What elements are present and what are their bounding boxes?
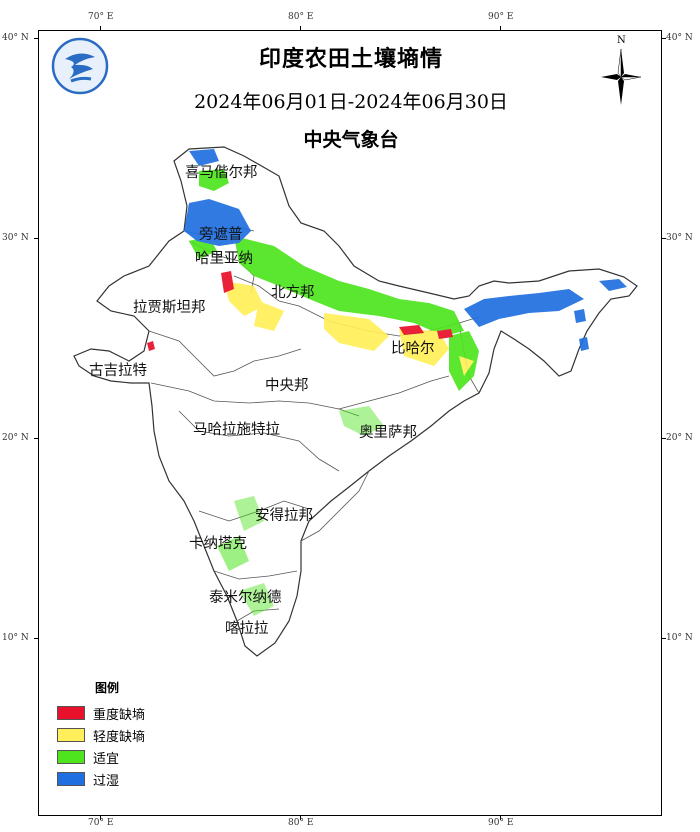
- legend-label: 重度缺墒: [93, 707, 146, 723]
- india-outline: [73, 146, 638, 657]
- axis-label-right: 40° N: [666, 33, 693, 43]
- date-range: 2024年06月01日-2024年06月30日: [194, 91, 508, 113]
- axis-label-left: 40° N: [2, 33, 29, 43]
- north-label: N: [617, 35, 626, 46]
- legend-swatch: [57, 706, 85, 720]
- tick-mark: [661, 438, 666, 439]
- tick-mark: [500, 815, 501, 820]
- tick-mark: [100, 26, 101, 31]
- axis-label-bottom: 90° E: [488, 818, 514, 828]
- axis-label-top: 80° E: [288, 12, 314, 22]
- legend-swatch: [57, 728, 85, 742]
- legend-swatch: [57, 772, 85, 786]
- axis-label-right: 10° N: [666, 633, 693, 643]
- axis-label-left: 30° N: [2, 233, 29, 243]
- axis-label-bottom: 70° E: [88, 818, 114, 828]
- tick-mark: [34, 638, 39, 639]
- tick-mark: [100, 815, 101, 820]
- axis-label-top: 90° E: [488, 12, 514, 22]
- legend-item-suitable: 适宜: [57, 746, 145, 768]
- legend-item-severe-deficit: 重度缺墒: [57, 702, 145, 724]
- legend-swatch: [57, 750, 85, 764]
- legend: 图例 重度缺墒 轻度缺墒 适宜 过湿: [57, 679, 145, 790]
- region-label-tamil-nadu: 泰米尔纳德: [209, 590, 282, 606]
- axis-label-bottom: 80° E: [288, 818, 314, 828]
- moisture-patches: [147, 149, 627, 616]
- agency-name: 中央气象台: [303, 129, 399, 151]
- compass-icon: [601, 48, 642, 105]
- map-title: 印度农田土壤墒情: [258, 47, 443, 72]
- region-label-punjab: 旁遮普: [199, 227, 243, 243]
- tick-mark: [661, 638, 666, 639]
- axis-label-right: 20° N: [666, 433, 693, 443]
- map-frame: N 印度农田土壤墒情 2024年06月01日-2024年06月30日 中央气象台…: [38, 30, 662, 816]
- cma-logo-icon: [51, 37, 109, 95]
- region-label-haryana: 哈里亚纳: [195, 251, 253, 267]
- region-label-bihar: 比哈尔: [391, 341, 435, 357]
- axis-label-top: 70° E: [88, 12, 114, 22]
- region-label-uttar-pradesh: 北方邦: [271, 285, 315, 301]
- legend-title: 图例: [95, 681, 120, 695]
- legend-label: 适宜: [93, 751, 120, 767]
- region-label-andhra-pradesh: 安得拉邦: [255, 508, 313, 524]
- legend-item-too-wet: 过湿: [57, 768, 145, 790]
- tick-mark: [661, 38, 666, 39]
- region-label-karnataka: 卡纳塔克: [189, 536, 247, 552]
- tick-mark: [34, 438, 39, 439]
- legend-item-mild-deficit: 轻度缺墒: [57, 724, 145, 746]
- legend-label: 过湿: [93, 773, 120, 789]
- tick-mark: [500, 26, 501, 31]
- region-label-odisha: 奥里萨邦: [359, 425, 417, 441]
- region-label-himachal: 喜马偕尔邦: [185, 165, 258, 181]
- tick-mark: [661, 238, 666, 239]
- region-label-kerala: 喀拉拉: [225, 621, 269, 637]
- region-label-gujarat: 古吉拉特: [89, 363, 147, 379]
- tick-mark: [34, 238, 39, 239]
- axis-label-left: 20° N: [2, 433, 29, 443]
- region-label-maharashtra: 马哈拉施特拉: [193, 422, 280, 438]
- india-map: [73, 146, 638, 657]
- tick-mark: [300, 815, 301, 820]
- tick-mark: [34, 38, 39, 39]
- legend-label: 轻度缺墒: [93, 729, 146, 745]
- region-label-madhya-pradesh: 中央邦: [265, 378, 309, 394]
- tick-mark: [300, 26, 301, 31]
- axis-label-right: 30° N: [666, 233, 693, 243]
- axis-label-left: 10° N: [2, 633, 29, 643]
- region-label-rajasthan: 拉贾斯坦邦: [133, 300, 206, 316]
